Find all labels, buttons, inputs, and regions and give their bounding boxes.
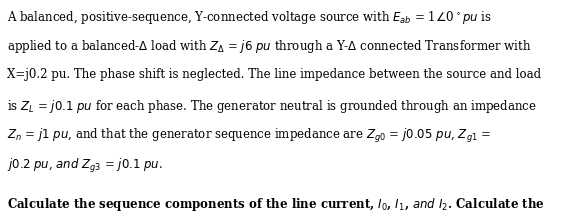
Text: is $Z_{L}$ = $j0.1$ $pu$ for each phase. The generator neutral is grounded throu: is $Z_{L}$ = $j0.1$ $pu$ for each phase.… — [7, 98, 537, 115]
Text: X=j0.2 pu. The phase shift is neglected. The line impedance between the source a: X=j0.2 pu. The phase shift is neglected.… — [7, 68, 541, 81]
Text: Calculate the sequence components of the line current, $I_0$, $I_1$, $and$ $I_2$: Calculate the sequence components of the… — [7, 196, 545, 213]
Text: A balanced, positive-sequence, Y-connected voltage source with $E_{ab}$ = 1$\ang: A balanced, positive-sequence, Y-connect… — [7, 9, 492, 26]
Text: $Z_{n}$ = $j1$ $pu$, and that the generator sequence impedance are $Z_{g0}$ = $j: $Z_{n}$ = $j1$ $pu$, and that the genera… — [7, 127, 491, 145]
Text: applied to a balanced-$\Delta$ load with $Z_{\Delta}$ = $j6$ $pu$ through a Y-$\: applied to a balanced-$\Delta$ load with… — [7, 38, 532, 55]
Text: $j0.2$ $pu$, $and$ $Z_{g3}$ = $j0.1$ $pu$.: $j0.2$ $pu$, $and$ $Z_{g3}$ = $j0.1$ $pu… — [7, 157, 163, 175]
